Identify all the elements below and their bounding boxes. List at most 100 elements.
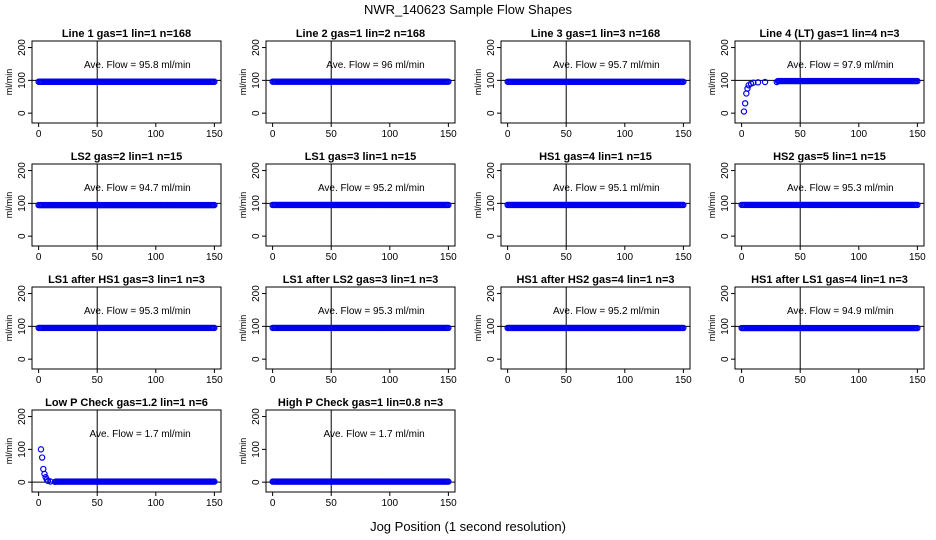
y-axis-label: ml/min [238,438,248,465]
y-tick-label: 200 [251,408,262,425]
data-point [445,78,452,85]
x-tick-label: 0 [505,375,511,386]
x-tick-label: 150 [440,252,457,263]
data-point [445,478,452,485]
y-tick-label: 200 [720,162,731,179]
x-tick-label: 150 [440,375,457,386]
x-tick-label: 150 [675,129,692,140]
y-tick-label: 200 [251,285,262,302]
plot-frame [734,163,925,247]
panel-4: Line 4 (LT) gas=1 lin=4 n=3 0 50 100 150 0 100… [707,28,926,140]
y-tick-label: 0 [486,110,497,116]
panel-10: LS1 after LS2 gas=3 lin=1 n=3 0 50 100 150 0 1… [238,274,457,386]
y-tick-label: 100 [251,72,262,89]
data-point [914,201,921,209]
panel-13: Low P Check gas=1.2 lin=1 n=6 0 50 100 150 0 1… [4,397,223,509]
y-tick-label: 200 [720,39,731,56]
data-point [41,470,48,478]
x-tick-label: 0 [739,129,745,140]
x-tick-label: 50 [92,252,104,263]
x-tick-label: 50 [326,498,338,509]
y-tick-label: 0 [251,233,262,239]
y-tick-label: 100 [486,318,497,335]
y-tick-label: 100 [251,318,262,335]
data-point [680,324,687,332]
plot-frame [31,163,222,247]
average-flow-annotation: Ave. Flow = 95.2 ml/min [318,183,425,194]
x-tick-label: 0 [36,375,42,386]
x-tick-label: 150 [206,498,223,509]
x-tick-label: 100 [381,375,398,386]
average-flow-annotation: Ave. Flow = 95.3 ml/min [84,306,191,317]
x-tick-label: 0 [270,498,276,509]
x-tick-label: 50 [92,498,104,509]
y-tick-label: 0 [720,356,731,362]
y-tick-label: 200 [486,285,497,302]
y-tick-label: 0 [251,110,262,116]
y-axis-label: ml/min [238,69,248,96]
panel-title: HS1 after LS1 gas=4 lin=1 n=3 [751,274,908,286]
x-tick-label: 100 [147,375,164,386]
panel-title: HS1 after HS2 gas=4 lin=1 n=3 [516,274,674,286]
average-flow-annotation: Ave. Flow = 95.8 ml/min [84,60,191,71]
y-axis-label: ml/min [4,438,14,465]
y-tick-label: 200 [17,39,28,56]
figure-x-label: Jog Position (1 second resolution) [370,519,566,534]
y-axis-label: ml/min [707,192,717,219]
data-point [37,446,45,453]
y-tick-label: 200 [17,408,28,425]
data-point [680,78,687,85]
y-tick-label: 100 [17,195,28,212]
panel-title: Line 3 gas=1 lin=3 n=168 [531,28,660,40]
x-tick-label: 0 [270,252,276,263]
y-tick-label: 100 [251,441,262,458]
y-axis-label: ml/min [473,69,483,96]
x-tick-label: 0 [36,252,42,263]
average-flow-annotation: Ave. Flow = 1.7 ml/min [90,429,191,440]
plot-frame [265,163,456,247]
panel-title: Line 4 (LT) gas=1 lin=4 n=3 [759,28,899,40]
panel-7: HS1 gas=4 lin=1 n=15 0 50 100 150 0 100 200 ml/m… [473,151,692,263]
x-tick-label: 100 [616,129,633,140]
average-flow-annotation: Ave. Flow = 95.3 ml/min [318,306,425,317]
y-tick-label: 100 [251,195,262,212]
plot-frame [265,286,456,370]
panel-title: LS1 after HS1 gas=3 lin=1 n=3 [48,274,205,286]
y-axis-label: ml/min [473,192,483,219]
y-tick-label: 0 [486,233,497,239]
panel-title: Low P Check gas=1.2 lin=1 n=6 [45,397,208,409]
x-tick-label: 100 [381,252,398,263]
x-tick-label: 150 [206,252,223,263]
y-tick-label: 100 [720,72,731,89]
x-tick-label: 50 [561,129,573,140]
average-flow-annotation: Ave. Flow = 95.2 ml/min [553,306,660,317]
data-point [445,324,452,332]
plot-frame [31,409,222,493]
panel-title: Line 1 gas=1 lin=1 n=168 [62,28,191,40]
panels: Line 1 gas=1 lin=1 n=168 0 50 100 150 0 100 200… [4,28,926,509]
y-tick-label: 200 [251,162,262,179]
y-tick-label: 0 [720,110,731,116]
y-tick-label: 200 [486,39,497,56]
data-point [211,201,218,209]
x-tick-label: 100 [616,252,633,263]
data-point [914,324,921,332]
panel-2: Line 2 gas=1 lin=2 n=168 0 50 100 150 0 100 200… [238,28,457,140]
panel-title: HS1 gas=4 lin=1 n=15 [539,151,652,163]
x-tick-label: 50 [795,129,807,140]
x-tick-label: 50 [326,129,338,140]
plot-frame [500,286,691,370]
x-tick-label: 100 [850,375,867,386]
x-tick-label: 50 [326,375,338,386]
panel-title: HS2 gas=5 lin=1 n=15 [773,151,886,163]
x-tick-label: 0 [739,252,745,263]
y-tick-label: 200 [486,162,497,179]
x-tick-label: 150 [909,375,926,386]
x-tick-label: 150 [440,129,457,140]
x-tick-label: 0 [505,252,511,263]
average-flow-annotation: Ave. Flow = 95.1 ml/min [553,183,660,194]
data-point [754,79,762,86]
data-point [744,85,751,92]
plot-frame [500,163,691,247]
x-tick-label: 0 [36,498,42,509]
